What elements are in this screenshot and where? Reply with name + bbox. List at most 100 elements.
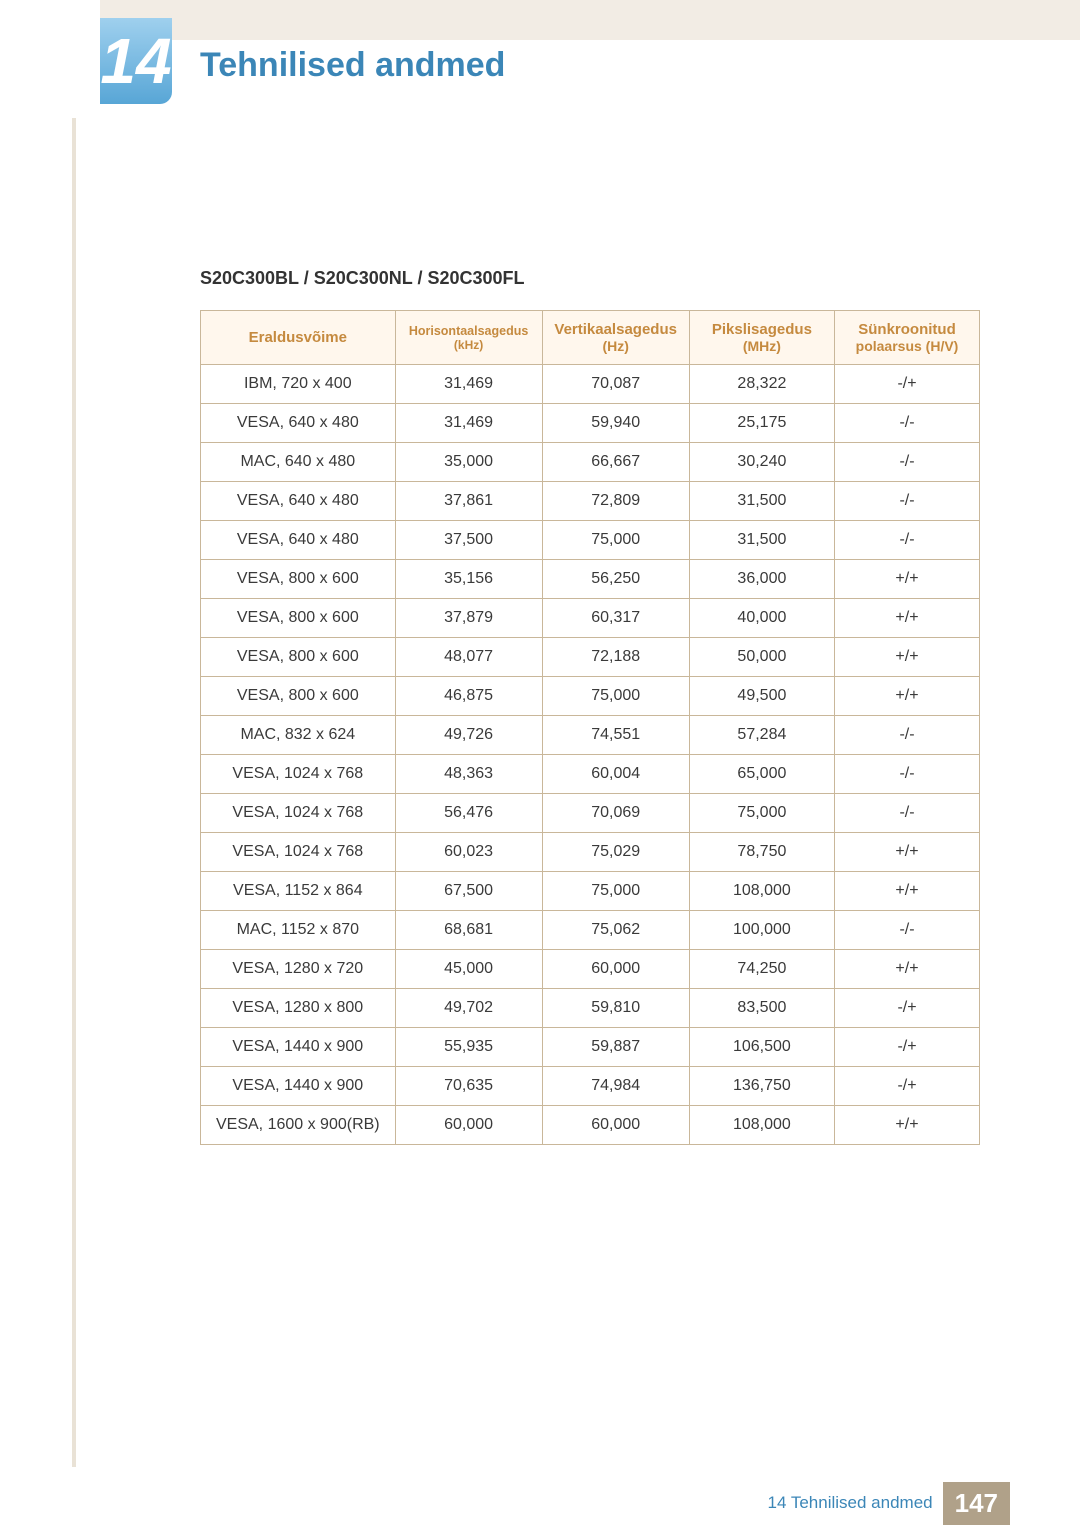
table-cell: 37,879 (395, 599, 542, 638)
table-cell: -/+ (835, 365, 980, 404)
col-header-sub: polaarsus (H/V) (843, 338, 971, 354)
table-cell: MAC, 832 x 624 (201, 716, 396, 755)
table-cell: +/+ (835, 950, 980, 989)
table-cell: VESA, 1024 x 768 (201, 755, 396, 794)
col-header-hfreq: Horisontaalsagedus (kHz) (395, 311, 542, 365)
table-cell: 74,551 (542, 716, 689, 755)
table-cell: 59,940 (542, 404, 689, 443)
table-row: VESA, 1024 x 76860,02375,02978,750+/+ (201, 833, 980, 872)
table-row: VESA, 1440 x 90070,63574,984136,750-/+ (201, 1067, 980, 1106)
table-cell: 31,500 (689, 521, 834, 560)
table-cell: 48,363 (395, 755, 542, 794)
table-cell: 49,500 (689, 677, 834, 716)
table-cell: +/+ (835, 872, 980, 911)
table-cell: VESA, 800 x 600 (201, 599, 396, 638)
table-cell: 65,000 (689, 755, 834, 794)
table-cell: 37,500 (395, 521, 542, 560)
table-cell: 72,809 (542, 482, 689, 521)
table-cell: 74,984 (542, 1067, 689, 1106)
table-cell: VESA, 800 x 600 (201, 560, 396, 599)
table-row: VESA, 1024 x 76848,36360,00465,000-/- (201, 755, 980, 794)
col-header-label: Sünkroonitud (858, 321, 956, 338)
table-cell: 31,469 (395, 365, 542, 404)
table-cell: 36,000 (689, 560, 834, 599)
col-header-sub: (MHz) (698, 338, 826, 354)
table-cell: VESA, 1440 x 900 (201, 1028, 396, 1067)
table-cell: +/+ (835, 1106, 980, 1145)
table-cell: -/+ (835, 1028, 980, 1067)
table-cell: +/+ (835, 833, 980, 872)
table-cell: 60,000 (395, 1106, 542, 1145)
table-cell: 75,000 (542, 521, 689, 560)
table-cell: 25,175 (689, 404, 834, 443)
table-row: VESA, 1440 x 90055,93559,887106,500-/+ (201, 1028, 980, 1067)
table-row: VESA, 640 x 48037,50075,00031,500-/- (201, 521, 980, 560)
table-cell: -/- (835, 521, 980, 560)
table-cell: 70,069 (542, 794, 689, 833)
spec-table: Eraldusvõime Horisontaalsagedus (kHz) Ve… (200, 310, 980, 1145)
table-cell: 100,000 (689, 911, 834, 950)
table-row: VESA, 640 x 48037,86172,80931,500-/- (201, 482, 980, 521)
table-cell: VESA, 1440 x 900 (201, 1067, 396, 1106)
table-cell: 106,500 (689, 1028, 834, 1067)
left-rail (72, 118, 76, 1467)
table-cell: 75,000 (542, 677, 689, 716)
table-cell: 136,750 (689, 1067, 834, 1106)
table-cell: MAC, 640 x 480 (201, 443, 396, 482)
table-cell: 66,667 (542, 443, 689, 482)
table-cell: 59,887 (542, 1028, 689, 1067)
col-header-label: Vertikaalsagedus (554, 321, 677, 338)
table-cell: -/+ (835, 1067, 980, 1106)
table-cell: 75,062 (542, 911, 689, 950)
table-cell: -/+ (835, 989, 980, 1028)
table-row: VESA, 1280 x 80049,70259,81083,500-/+ (201, 989, 980, 1028)
spec-table-header-row: Eraldusvõime Horisontaalsagedus (kHz) Ve… (201, 311, 980, 365)
col-header-pixclock: Pikslisagedus (MHz) (689, 311, 834, 365)
col-header-syncpol: Sünkroonitud polaarsus (H/V) (835, 311, 980, 365)
table-cell: -/- (835, 794, 980, 833)
table-cell: 60,023 (395, 833, 542, 872)
table-cell: -/- (835, 755, 980, 794)
table-cell: 49,726 (395, 716, 542, 755)
table-cell: 60,004 (542, 755, 689, 794)
table-cell: -/- (835, 404, 980, 443)
table-cell: -/- (835, 482, 980, 521)
table-cell: 75,000 (689, 794, 834, 833)
table-cell: 31,500 (689, 482, 834, 521)
table-row: VESA, 1024 x 76856,47670,06975,000-/- (201, 794, 980, 833)
table-cell: 72,188 (542, 638, 689, 677)
table-cell: -/- (835, 443, 980, 482)
table-cell: 83,500 (689, 989, 834, 1028)
table-cell: 30,240 (689, 443, 834, 482)
table-cell: VESA, 640 x 480 (201, 521, 396, 560)
col-header-vfreq: Vertikaalsagedus (Hz) (542, 311, 689, 365)
table-cell: 108,000 (689, 1106, 834, 1145)
footer: 14 Tehnilised andmed 147 (0, 1479, 1080, 1527)
table-cell: 35,000 (395, 443, 542, 482)
col-header-label: Horisontaalsagedus (409, 324, 528, 338)
table-row: VESA, 800 x 60037,87960,31740,000+/+ (201, 599, 980, 638)
table-row: VESA, 1280 x 72045,00060,00074,250+/+ (201, 950, 980, 989)
table-cell: +/+ (835, 677, 980, 716)
table-row: VESA, 800 x 60035,15656,25036,000+/+ (201, 560, 980, 599)
table-cell: 56,476 (395, 794, 542, 833)
table-cell: 60,000 (542, 950, 689, 989)
table-cell: VESA, 1280 x 800 (201, 989, 396, 1028)
chapter-title: Tehnilised andmed (200, 46, 505, 85)
table-cell: -/- (835, 716, 980, 755)
table-cell: 55,935 (395, 1028, 542, 1067)
table-cell: 74,250 (689, 950, 834, 989)
table-cell: 70,635 (395, 1067, 542, 1106)
table-cell: 40,000 (689, 599, 834, 638)
col-header-resolution: Eraldusvõime (201, 311, 396, 365)
table-cell: VESA, 1280 x 720 (201, 950, 396, 989)
table-cell: 75,000 (542, 872, 689, 911)
table-cell: 37,861 (395, 482, 542, 521)
table-row: MAC, 640 x 48035,00066,66730,240-/- (201, 443, 980, 482)
page: 14 Tehnilised andmed S20C300BL / S20C300… (0, 0, 1080, 1527)
table-cell: 70,087 (542, 365, 689, 404)
table-cell: VESA, 640 x 480 (201, 482, 396, 521)
table-cell: 45,000 (395, 950, 542, 989)
table-row: MAC, 832 x 62449,72674,55157,284-/- (201, 716, 980, 755)
table-cell: 46,875 (395, 677, 542, 716)
